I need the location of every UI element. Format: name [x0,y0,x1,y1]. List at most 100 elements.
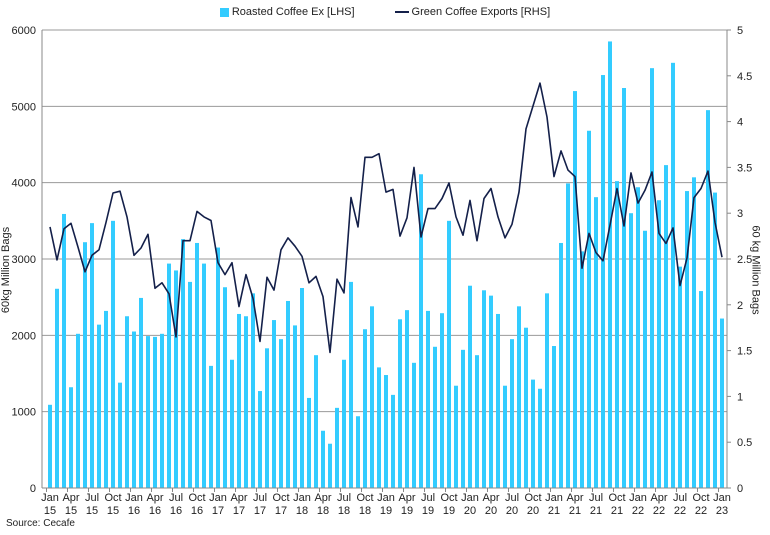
y-tick-right-label: 2.5 [737,254,752,266]
y-tick-right-label: 2 [737,300,743,312]
bar [132,331,136,488]
x-tick-label-year: 19 [443,505,455,517]
x-tick-label-year: 21 [569,505,581,517]
bar [83,242,87,488]
x-tick-label-month: Oct [608,492,625,504]
bar [265,348,269,488]
y-tick-right-label: 3.5 [737,162,752,174]
bar [489,295,493,488]
bar [545,293,549,488]
bar [720,318,724,488]
bar [251,293,255,488]
x-tick-label-month: Jul [505,492,519,504]
y-axis-left-title: 60kg Million Bags [0,226,13,314]
bar [384,375,388,488]
bar [153,336,157,488]
x-tick-label-month: Jul [85,492,99,504]
bar [650,68,654,489]
y-tick-right-label: 3 [737,208,743,220]
bar [615,181,619,488]
x-tick-label-month: Oct [188,492,205,504]
x-tick-label-month: Apr [482,492,499,504]
x-tick-label-month: Oct [692,492,709,504]
x-tick-label-year: 22 [674,505,686,517]
x-tick-label-year: 15 [107,505,119,517]
bar [293,325,297,488]
bar [622,88,626,488]
bar [237,313,241,488]
bar [664,165,668,489]
y-tick-left-label: 6000 [12,25,36,37]
y-tick-left-label: 3000 [12,254,36,266]
bar [433,346,437,488]
bar [580,251,584,488]
bar [160,333,164,488]
bar [223,287,227,488]
bar [69,387,73,488]
y-tick-left-label: 4000 [12,178,36,190]
bar [692,177,696,488]
x-tick-label-month: Jan [545,492,563,504]
bar [90,223,94,488]
x-tick-label-month: Apr [398,492,415,504]
x-tick-label-year: 19 [380,505,392,517]
bar [356,416,360,488]
x-tick-label-year: 22 [695,505,707,517]
legend-swatch-bar [219,7,229,17]
bar [139,297,143,488]
bar [503,385,507,488]
x-tick-label-month: Oct [104,492,121,504]
x-tick-label-year: 15 [44,505,56,517]
x-tick-label-month: Apr [650,492,667,504]
y-tick-left-label: 2000 [12,330,36,342]
bar [454,385,458,488]
bar [370,306,374,488]
x-tick-label-year: 19 [401,505,413,517]
x-tick-label-month: Jan [377,492,395,504]
bar [594,197,598,489]
x-tick-label-month: Jan [629,492,647,504]
bar [286,300,290,488]
x-tick-label-month: Apr [230,492,247,504]
x-tick-label-month: Oct [524,492,541,504]
bar [475,355,479,488]
bar [566,183,570,488]
bar [188,281,192,488]
bar [209,365,213,488]
x-tick-label-month: Oct [272,492,289,504]
bar [685,191,689,488]
x-tick-label-month: Jan [293,492,311,504]
x-tick-label-year: 18 [338,505,350,517]
bar [62,213,66,489]
bar [636,187,640,488]
x-tick-label-year: 17 [212,505,224,517]
x-tick-label-year: 18 [359,505,371,517]
bar [629,213,633,488]
x-tick-label-year: 23 [716,505,728,517]
bar [167,263,171,488]
bar [111,220,115,489]
bar [657,200,661,488]
y-tick-right-label: 0 [737,483,743,495]
bar [258,391,262,488]
x-tick-label-month: Jul [253,492,267,504]
y-tick-right-label: 4.5 [737,71,752,83]
bar [335,407,339,488]
bar [524,327,528,488]
x-tick-label-year: 18 [296,505,308,517]
x-tick-label-month: Jan [125,492,143,504]
bar [517,306,521,488]
bar [398,319,402,488]
legend-item-roasted: Roasted Coffee Ex [LHS] [219,6,355,18]
y-tick-right-label: 1 [737,391,743,403]
x-tick-label-year: 20 [506,505,518,517]
x-tick-label-month: Jan [461,492,479,504]
x-tick-label-month: Jan [713,492,731,504]
bar [307,397,311,488]
bar [713,192,717,488]
bar [48,404,52,488]
x-tick-label-year: 20 [485,505,497,517]
bar [174,270,178,488]
bar [608,41,612,488]
bar [587,130,591,488]
